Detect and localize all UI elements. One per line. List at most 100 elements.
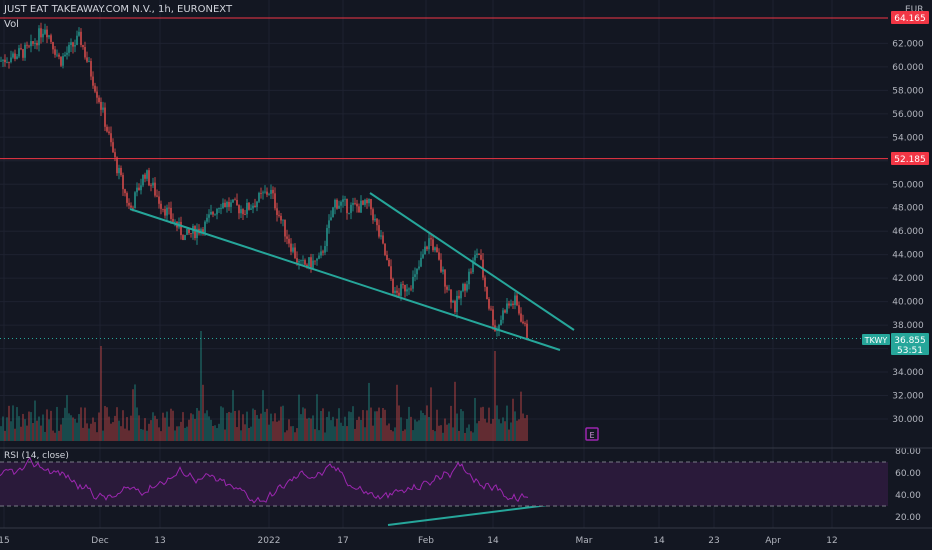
- candle-body: [318, 255, 320, 259]
- volume-bar: [88, 428, 90, 441]
- candle-body: [14, 53, 16, 59]
- volume-bar: [492, 418, 494, 441]
- candle-body: [454, 301, 456, 313]
- volume-bar: [338, 408, 340, 441]
- candle-body: [186, 228, 188, 235]
- volume-bar: [386, 425, 388, 441]
- candle-body: [104, 107, 106, 127]
- x-tick-label: 23: [708, 536, 719, 546]
- candle-body: [372, 209, 374, 221]
- candle-body: [158, 196, 160, 204]
- volume-bar: [114, 415, 116, 441]
- volume-bar: [490, 423, 492, 441]
- candle-body: [226, 201, 228, 208]
- y-tick-label: 42.000: [892, 274, 924, 284]
- candle-body: [88, 61, 90, 62]
- volume-bar: [334, 426, 336, 441]
- volume-bar: [130, 415, 132, 441]
- volume-bar: [342, 425, 344, 441]
- volume-bar: [420, 410, 422, 441]
- volume-bar: [44, 431, 46, 441]
- volume-bar: [16, 407, 18, 441]
- candle-body: [320, 251, 322, 256]
- volume-bar: [170, 408, 172, 441]
- candle-body: [354, 203, 356, 204]
- candle-body: [22, 49, 24, 58]
- candle-body: [52, 41, 54, 50]
- volume-bar: [494, 351, 496, 441]
- candle-body: [364, 199, 366, 205]
- candle-body: [98, 97, 100, 102]
- candle-body: [56, 54, 58, 56]
- candle-body: [336, 199, 338, 209]
- volume-bar: [182, 412, 184, 441]
- candle-body: [150, 185, 152, 187]
- volume-bar: [90, 423, 92, 441]
- volume-bar: [178, 426, 180, 441]
- candle-body: [242, 209, 244, 215]
- candle-body: [500, 319, 502, 326]
- volume-bar: [246, 411, 248, 441]
- candle-body: [148, 170, 150, 186]
- volume-bar: [190, 413, 192, 441]
- volume-bar: [6, 417, 8, 441]
- candle-body: [38, 28, 40, 46]
- candle-body: [146, 170, 148, 179]
- candle-body: [266, 191, 268, 195]
- candle-body: [526, 323, 528, 340]
- volume-bar: [238, 410, 240, 441]
- earnings-marker[interactable]: [585, 427, 599, 441]
- volume-bar: [234, 410, 236, 441]
- volume-bar: [302, 407, 304, 441]
- volume-bar: [150, 420, 152, 441]
- candle-body: [90, 61, 92, 77]
- candle-body: [300, 260, 302, 262]
- volume-bar: [226, 413, 228, 441]
- candle-body: [366, 199, 368, 204]
- volume-bar: [120, 426, 122, 441]
- volume-bar: [76, 422, 78, 441]
- candle-body: [304, 260, 306, 265]
- candle-body: [222, 202, 224, 209]
- candle-body: [238, 205, 240, 214]
- candle-body: [172, 218, 174, 222]
- volume-bar: [396, 384, 398, 441]
- volume-bar: [352, 406, 354, 441]
- volume-bar: [478, 420, 480, 441]
- volume-bar: [186, 426, 188, 441]
- grid-lines: [0, 0, 888, 528]
- candle-body: [504, 310, 506, 313]
- volume-bar: [30, 412, 32, 441]
- y-tick-label: 34.000: [892, 368, 924, 378]
- volume-bar: [472, 432, 474, 441]
- y-tick-label: 38.000: [892, 321, 924, 331]
- x-tick-label: 14: [487, 536, 499, 546]
- candle-body: [212, 211, 214, 215]
- rsi-tick-label: 20.00: [895, 513, 921, 523]
- candle-body: [206, 217, 208, 222]
- volume-bar: [208, 416, 210, 441]
- candle-body: [168, 207, 170, 209]
- candle-body: [390, 266, 392, 280]
- volume-bar: [32, 422, 34, 441]
- x-tick-label: 14: [653, 536, 665, 546]
- volume-bar: [34, 400, 36, 441]
- volume-bar: [40, 425, 42, 441]
- volume-bar: [370, 407, 372, 441]
- volume-bar: [346, 426, 348, 441]
- volume-bar: [198, 410, 200, 441]
- candle-body: [18, 48, 20, 57]
- volume-bar: [174, 430, 176, 441]
- trendlines: [129, 192, 575, 526]
- candle-body: [60, 56, 62, 66]
- symbol-badge: [862, 334, 890, 345]
- candle-body: [284, 219, 286, 237]
- candle-body: [436, 247, 438, 253]
- volume-bar: [404, 429, 406, 441]
- candle-body: [460, 291, 462, 299]
- volume-bar: [444, 418, 446, 441]
- candle-body: [278, 214, 280, 216]
- candle-body: [274, 193, 276, 209]
- candle-body: [0, 60, 2, 62]
